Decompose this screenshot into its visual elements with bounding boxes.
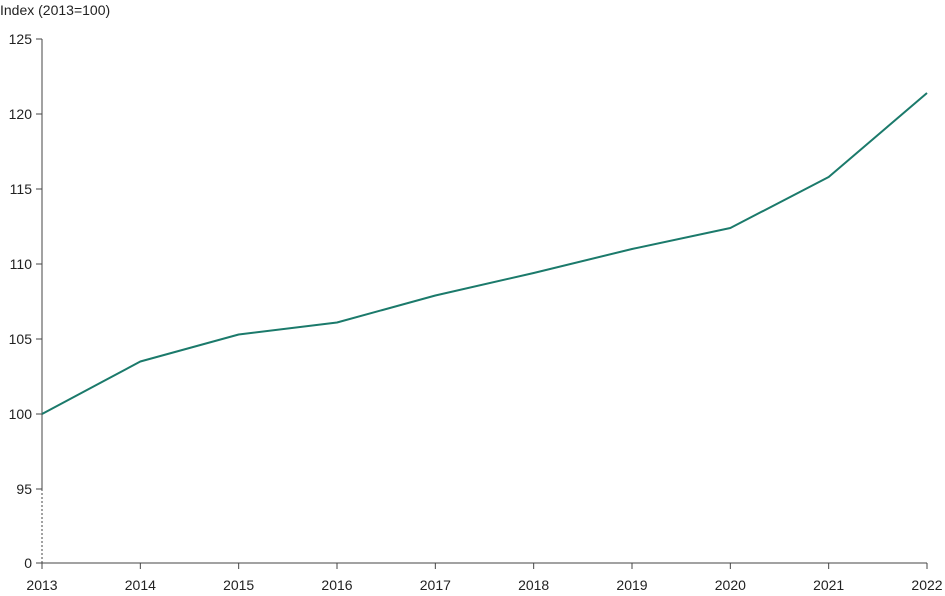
x-tick-label: 2019 bbox=[616, 577, 647, 593]
x-tick-label: 2020 bbox=[715, 577, 746, 593]
series-line-0 bbox=[41, 92, 928, 415]
data-point bbox=[631, 248, 633, 250]
x-tick-label: 2017 bbox=[420, 577, 451, 593]
data-point bbox=[336, 322, 338, 324]
axes bbox=[41, 39, 927, 564]
y-tick-label: 0 bbox=[24, 555, 32, 571]
data-point bbox=[238, 334, 240, 336]
data-point bbox=[434, 295, 436, 297]
data-point bbox=[41, 413, 43, 415]
y-axis-title: Index (2013=100) bbox=[0, 2, 110, 18]
data-point bbox=[533, 272, 535, 274]
data-point bbox=[828, 176, 830, 178]
data-point bbox=[729, 227, 731, 229]
y-tick-label: 95 bbox=[16, 481, 32, 497]
ticks: 0 95 100 105 110 115 120 125 2013 2014 2015 2016 201… bbox=[9, 31, 943, 593]
y-tick-label: 120 bbox=[9, 106, 33, 122]
x-tick-label: 2013 bbox=[26, 577, 57, 593]
x-tick-label: 2014 bbox=[125, 577, 156, 593]
data-point bbox=[139, 361, 141, 363]
x-tick-label: 2021 bbox=[813, 577, 844, 593]
y-tick-label: 105 bbox=[9, 331, 33, 347]
y-tick-label: 115 bbox=[10, 181, 33, 197]
x-tick-label: 2015 bbox=[223, 577, 254, 593]
data-point bbox=[926, 92, 928, 94]
x-tick-label: 2016 bbox=[321, 577, 352, 593]
x-tick-label: 2018 bbox=[518, 577, 549, 593]
y-tick-label: 100 bbox=[9, 406, 33, 422]
series bbox=[41, 92, 928, 415]
y-tick-label: 125 bbox=[9, 31, 33, 47]
x-tick-label: 2022 bbox=[911, 577, 942, 593]
y-tick-label: 110 bbox=[10, 256, 33, 272]
